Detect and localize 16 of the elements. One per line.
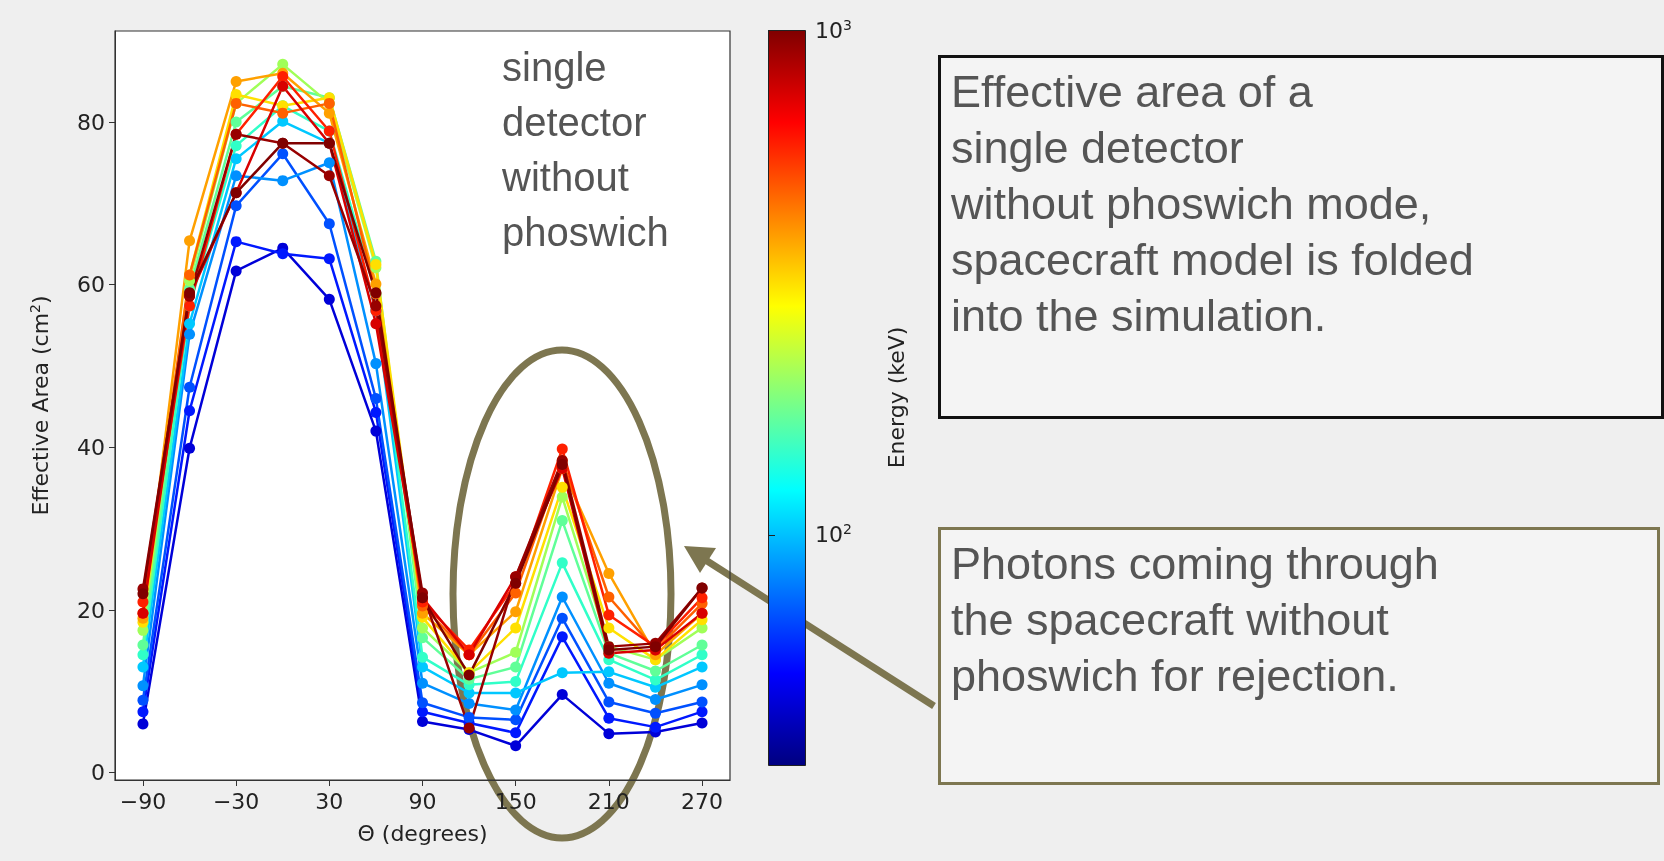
color-bar-title: Energy (keV): [883, 326, 909, 469]
x-tick-label: 270: [681, 788, 724, 814]
y-tick-label: 80: [77, 109, 105, 135]
x-axis-title: Θ (degrees): [357, 820, 488, 846]
text: Photons coming through the spacecraft without phoswich for rejection.: [938, 527, 1660, 785]
text: Effective area of a single detector without phoswich mode, spacecraft model is folded into the simulation.: [938, 55, 1664, 419]
y-tick-label: 20: [77, 597, 105, 623]
x-tick-label: −30: [212, 788, 260, 814]
y-tick-label: 40: [77, 434, 105, 460]
y-tick-label: 0: [91, 760, 105, 786]
x-tick-label: −90: [119, 788, 167, 814]
y-tick-label: 60: [77, 272, 105, 298]
annotation: single detector without phoswich: [502, 44, 669, 256]
x-tick-label: 90: [408, 788, 437, 814]
y-axis-title: Effective Area (cm2): [27, 295, 53, 516]
x-tick-label: 30: [315, 788, 344, 814]
